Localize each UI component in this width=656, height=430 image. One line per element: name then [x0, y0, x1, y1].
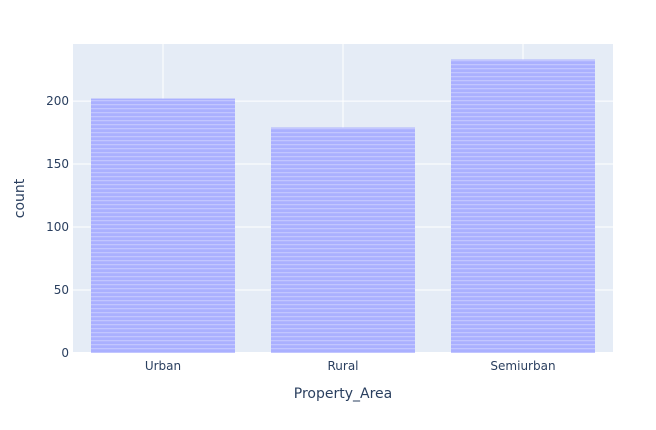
- y-tick-label: 0: [61, 346, 69, 360]
- x-axis-title: Property_Area: [294, 386, 392, 402]
- y-tick-label: 150: [46, 157, 69, 171]
- x-tick-label: Rural: [327, 359, 358, 373]
- bar-rural[interactable]: [271, 127, 415, 354]
- y-tick-label: 100: [46, 220, 69, 234]
- bar-urban[interactable]: [91, 98, 235, 353]
- x-tick-labels: Urban Rural Semiurban: [145, 359, 556, 373]
- y-tick-label: 50: [54, 283, 69, 297]
- x-tick-label: Semiurban: [490, 359, 555, 373]
- bars[interactable]: [91, 59, 595, 354]
- y-tick-labels: 0 50 100 150 200: [46, 94, 69, 360]
- bar-semiurban[interactable]: [451, 59, 595, 354]
- y-tick-label: 200: [46, 94, 69, 108]
- x-tick-label: Urban: [145, 359, 181, 373]
- y-axis-title: count: [12, 178, 28, 218]
